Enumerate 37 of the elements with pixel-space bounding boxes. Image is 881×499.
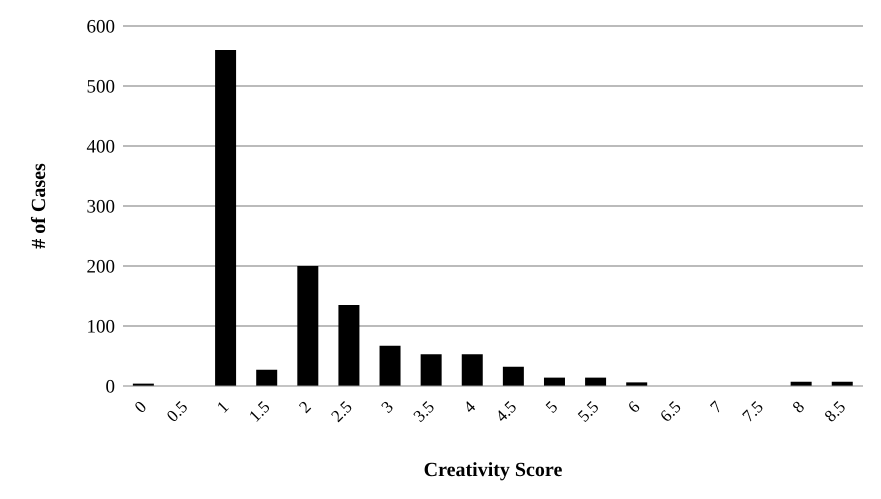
x-tick-label: 8	[788, 397, 808, 417]
y-tick-label: 300	[86, 196, 115, 218]
x-tick-label: 7	[706, 396, 726, 417]
x-tick-label: 5	[542, 397, 562, 417]
x-tick-label: 1	[213, 397, 232, 417]
y-tick-label: 500	[86, 76, 115, 98]
x-tick-label: 1.5	[245, 397, 274, 426]
bar	[585, 378, 606, 386]
x-tick-label: 4.5	[492, 397, 520, 426]
x-tick-label: 2.5	[327, 397, 356, 426]
bar	[544, 378, 565, 386]
x-tick-label: 0	[130, 397, 150, 417]
bar	[380, 346, 401, 386]
y-tick-label: 0	[106, 376, 115, 398]
x-axis-title: Creativity Score	[424, 459, 562, 481]
x-tick-label: 4	[460, 396, 480, 417]
x-tick-label: 2	[295, 397, 315, 417]
bar	[215, 50, 236, 386]
x-tick-label: 3	[377, 397, 397, 417]
y-tick-label: 600	[86, 16, 115, 38]
x-tick-label: 5.5	[574, 397, 602, 426]
y-tick-label: 400	[86, 136, 115, 158]
x-tick-label: 0.5	[162, 397, 192, 426]
x-tick-label: 6.5	[656, 397, 685, 426]
x-tick-label: 8.5	[820, 397, 850, 426]
bar	[338, 305, 360, 386]
y-tick-label: 100	[86, 316, 115, 338]
y-tick-label: 200	[86, 256, 115, 278]
bar	[420, 354, 442, 386]
x-tick-label: 6	[624, 397, 644, 417]
y-axis-title: # of Cases	[28, 163, 50, 249]
x-tick-label: 7.5	[738, 397, 767, 426]
bar	[256, 370, 278, 386]
bar	[297, 266, 318, 386]
x-tick-label: 3.5	[410, 397, 438, 426]
bar	[462, 354, 483, 386]
bar	[502, 366, 524, 386]
